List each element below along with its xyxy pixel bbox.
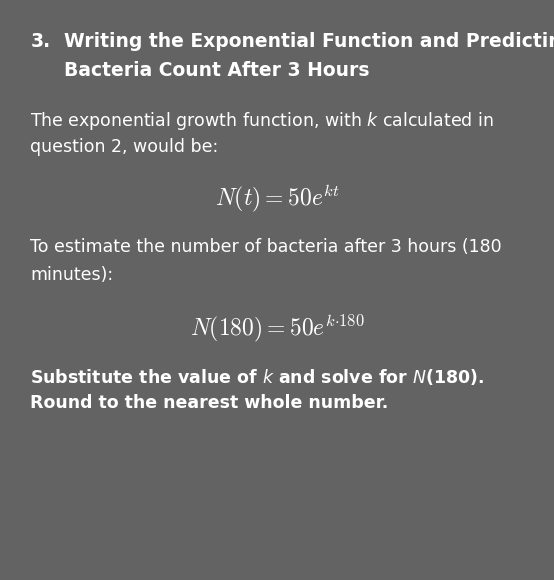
Text: $N(t) = 50e^{kt}$: $N(t) = 50e^{kt}$ [214, 183, 340, 215]
Text: $N(180) = 50e^{k{\cdot}180}$: $N(180) = 50e^{k{\cdot}180}$ [189, 312, 365, 344]
Text: Bacteria Count After 3 Hours: Bacteria Count After 3 Hours [64, 61, 369, 80]
Text: 3.: 3. [30, 32, 50, 51]
Text: minutes):: minutes): [30, 266, 114, 284]
Text: question 2, would be:: question 2, would be: [30, 138, 219, 156]
Text: Round to the nearest whole number.: Round to the nearest whole number. [30, 394, 389, 412]
Text: Substitute the value of $k$ and solve for $N$(180).: Substitute the value of $k$ and solve fo… [30, 367, 485, 386]
Text: Writing the Exponential Function and Predicting: Writing the Exponential Function and Pre… [64, 32, 554, 51]
Text: To estimate the number of bacteria after 3 hours (180: To estimate the number of bacteria after… [30, 238, 502, 256]
Text: The exponential growth function, with $k$ calculated in: The exponential growth function, with $k… [30, 110, 494, 132]
